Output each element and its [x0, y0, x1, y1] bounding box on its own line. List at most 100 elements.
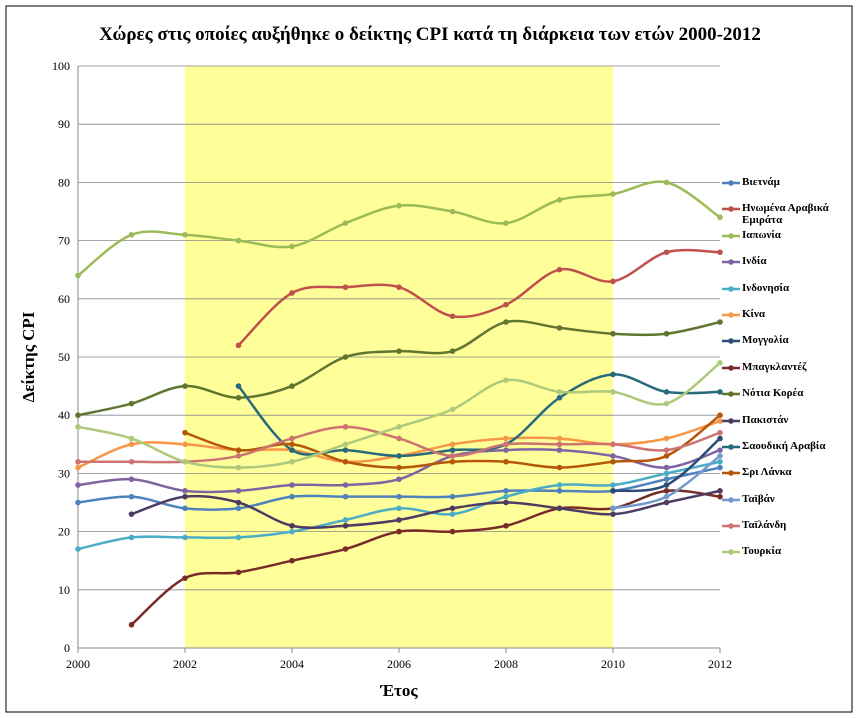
point	[128, 435, 135, 442]
legend-swatch	[722, 338, 740, 345]
point	[289, 557, 295, 564]
legend-label: Ηνωμένα Αραβικά Εμιράτα	[742, 202, 829, 227]
legend-marker	[728, 470, 734, 477]
point	[289, 383, 295, 389]
point	[556, 464, 563, 471]
legend-marker	[728, 206, 734, 213]
point	[610, 191, 616, 197]
point	[235, 569, 242, 576]
point	[342, 424, 349, 430]
x-tick-label: 2008	[494, 657, 518, 671]
point	[663, 179, 670, 186]
point	[128, 231, 135, 238]
point	[289, 435, 295, 442]
point	[128, 534, 135, 541]
point	[396, 202, 402, 209]
point	[75, 482, 81, 488]
point	[449, 406, 456, 413]
x-tick-label: 2012	[708, 657, 732, 671]
y-axis-title: Δείκτης CPI	[19, 311, 38, 402]
point	[289, 528, 295, 535]
point	[75, 546, 81, 552]
legend-swatch	[722, 285, 740, 292]
point	[235, 534, 242, 541]
y-tick-label: 0	[64, 641, 70, 655]
chart-title: Χώρες στις οποίες αυξήθηκε ο δείκτης CPI…	[99, 24, 761, 45]
legend-swatch	[722, 232, 740, 239]
point	[503, 493, 509, 500]
point	[75, 424, 81, 430]
point	[503, 319, 509, 325]
point	[449, 458, 456, 465]
series-line	[237, 248, 721, 347]
point	[182, 575, 188, 581]
x-tick-label: 2004	[280, 657, 304, 671]
point	[128, 441, 135, 448]
legend-swatch	[722, 444, 740, 450]
y-tick-label: 60	[58, 292, 70, 306]
y-tick-label: 70	[58, 234, 70, 248]
legend-swatch	[722, 180, 740, 186]
point	[717, 360, 723, 366]
point	[663, 453, 670, 459]
point	[610, 482, 616, 488]
point	[289, 522, 295, 529]
point	[289, 458, 295, 465]
legend-marker	[728, 232, 734, 239]
point	[610, 505, 616, 512]
point	[663, 249, 670, 256]
point	[449, 348, 456, 354]
legend-swatch	[722, 391, 740, 397]
legend-item: Ταϊλάνδη	[722, 519, 858, 545]
x-tick-label: 2006	[387, 657, 411, 671]
point	[503, 522, 509, 529]
point	[717, 429, 723, 436]
legend-label: Τουρκία	[742, 545, 782, 558]
point	[342, 517, 349, 523]
point	[128, 476, 135, 483]
point	[396, 424, 402, 430]
legend-marker	[728, 444, 734, 450]
point	[396, 505, 402, 512]
point	[556, 482, 563, 488]
point	[556, 197, 563, 203]
point	[663, 447, 670, 453]
legend-marker	[728, 549, 734, 556]
point	[503, 220, 509, 226]
point	[235, 499, 242, 506]
point	[610, 389, 616, 395]
point	[289, 482, 295, 488]
point	[556, 488, 563, 494]
point	[503, 447, 509, 453]
point	[663, 482, 670, 488]
legend-item: Τουρκία	[722, 545, 858, 571]
x-axis-title: Έτος	[379, 681, 418, 700]
point	[75, 464, 81, 471]
point	[610, 488, 616, 494]
legend-marker	[728, 364, 734, 371]
point	[128, 400, 135, 407]
point	[289, 441, 295, 448]
point	[342, 458, 349, 465]
point	[503, 441, 509, 448]
point	[717, 249, 723, 256]
point	[235, 505, 242, 512]
legend-label: Ινδία	[742, 255, 767, 268]
point	[396, 493, 402, 500]
point	[396, 453, 402, 459]
y-tick-label: 30	[58, 466, 70, 480]
legend-item: Σαουδική Αραβία	[722, 440, 858, 466]
point	[449, 208, 456, 215]
point	[342, 441, 349, 448]
legend-marker	[728, 417, 734, 424]
legend-item: Ηνωμένα Αραβικά Εμιράτα	[722, 202, 858, 228]
point	[663, 389, 670, 395]
point	[503, 458, 509, 465]
point	[75, 499, 81, 506]
point	[182, 441, 188, 448]
point	[663, 435, 670, 442]
y-tick-label: 40	[58, 408, 70, 422]
point	[717, 418, 723, 424]
point	[717, 412, 723, 419]
